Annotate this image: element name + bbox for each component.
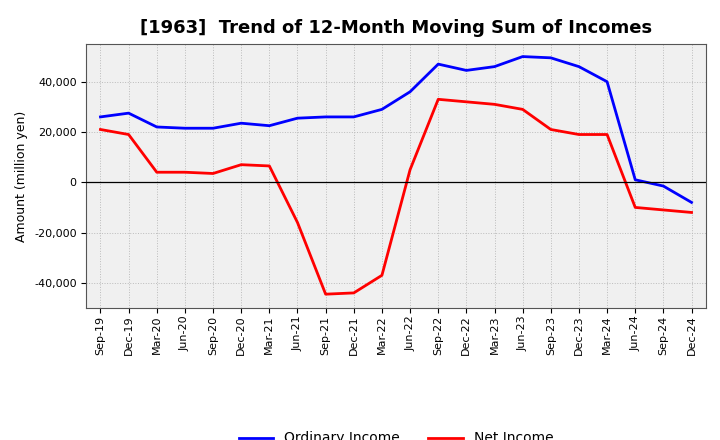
Net Income xyxy=(125,132,133,137)
Y-axis label: Amount (million yen): Amount (million yen) xyxy=(16,110,29,242)
Ordinary Income xyxy=(687,200,696,205)
Net Income xyxy=(434,97,443,102)
Ordinary Income xyxy=(237,121,246,126)
Net Income xyxy=(377,273,386,278)
Title: [1963]  Trend of 12-Month Moving Sum of Incomes: [1963] Trend of 12-Month Moving Sum of I… xyxy=(140,19,652,37)
Net Income xyxy=(603,132,611,137)
Ordinary Income xyxy=(406,89,415,95)
Ordinary Income xyxy=(377,107,386,112)
Net Income xyxy=(265,163,274,169)
Net Income xyxy=(209,171,217,176)
Ordinary Income xyxy=(546,55,555,60)
Ordinary Income xyxy=(462,68,471,73)
Net Income xyxy=(153,169,161,175)
Ordinary Income xyxy=(293,116,302,121)
Ordinary Income xyxy=(434,62,443,67)
Net Income xyxy=(575,132,583,137)
Ordinary Income xyxy=(575,64,583,69)
Legend: Ordinary Income, Net Income: Ordinary Income, Net Income xyxy=(233,426,559,440)
Ordinary Income xyxy=(265,123,274,128)
Net Income xyxy=(237,162,246,167)
Ordinary Income xyxy=(490,64,499,69)
Ordinary Income xyxy=(659,183,667,189)
Ordinary Income xyxy=(603,79,611,84)
Ordinary Income xyxy=(153,125,161,130)
Ordinary Income xyxy=(209,125,217,131)
Net Income xyxy=(490,102,499,107)
Net Income xyxy=(687,210,696,215)
Ordinary Income xyxy=(321,114,330,120)
Net Income xyxy=(293,220,302,225)
Net Income xyxy=(518,107,527,112)
Net Income xyxy=(181,169,189,175)
Net Income xyxy=(462,99,471,104)
Ordinary Income xyxy=(96,114,105,120)
Net Income xyxy=(96,127,105,132)
Line: Ordinary Income: Ordinary Income xyxy=(101,57,691,202)
Ordinary Income xyxy=(125,110,133,116)
Ordinary Income xyxy=(518,54,527,59)
Net Income xyxy=(349,290,358,296)
Net Income xyxy=(321,292,330,297)
Net Income xyxy=(546,127,555,132)
Ordinary Income xyxy=(181,125,189,131)
Line: Net Income: Net Income xyxy=(101,99,691,294)
Net Income xyxy=(631,205,639,210)
Ordinary Income xyxy=(631,177,639,183)
Net Income xyxy=(406,167,415,172)
Net Income xyxy=(659,207,667,213)
Ordinary Income xyxy=(349,114,358,120)
